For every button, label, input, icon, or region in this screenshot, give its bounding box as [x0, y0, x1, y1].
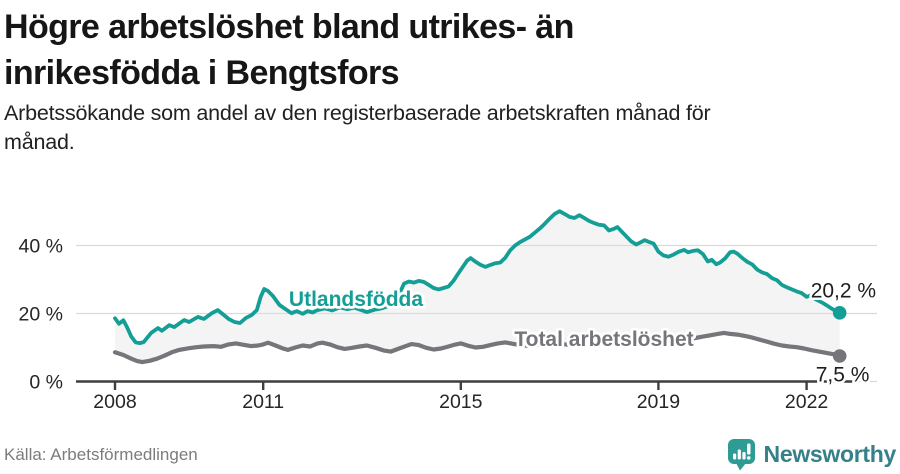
page-title: Högre arbetslöshet bland utrikes- än inri…: [4, 4, 574, 96]
y-tick-label-40: 40 %: [19, 236, 63, 258]
subtitle-line-1: Arbetssökande som andel av den registerb…: [4, 101, 711, 125]
x-tick-label-2011: 2011: [242, 391, 284, 413]
y-tick-label-20: 20 %: [19, 304, 63, 326]
chart-subtitle: Arbetssökande som andel av den registerb…: [4, 99, 711, 157]
newsworthy-wordmark: Newsworthy: [763, 441, 897, 467]
subtitle-line-2: månad.: [4, 130, 75, 155]
total-arbetsloshet-series-label: Total arbetslöshet: [514, 328, 693, 351]
x-tick-label-2015: 2015: [439, 391, 483, 413]
utlandsfodda-series-label: Utlandsfödda: [289, 288, 423, 311]
title-line-2: inrikesfödda i Bengtsfors: [4, 54, 400, 93]
total-arbetsloshet-end-value-label: 7,5 %: [816, 364, 870, 387]
source-note: Källa: Arbetsförmedlingen: [4, 445, 198, 464]
total-arbetsloshet-end-dot: [832, 349, 847, 363]
newsworthy-icon: [727, 439, 755, 471]
total-arbetsloshet-line: [112, 330, 842, 365]
utlandsfodda-line: [113, 209, 842, 346]
title-line-1: Högre arbetslöshet bland utrikes- än: [4, 8, 574, 46]
y-tick-label-0: 0 %: [29, 372, 63, 394]
x-tick-label-2008: 2008: [93, 391, 136, 413]
newsworthy-logo: Newsworthy: [727, 438, 896, 471]
utlandsfodda-end-dot: [832, 306, 847, 320]
series-fill-area: [115, 211, 840, 363]
x-tick-label-2022: 2022: [785, 391, 828, 413]
utlandsfodda-end-value-label: 20,2 %: [811, 279, 876, 302]
x-tick-label-2019: 2019: [637, 391, 680, 413]
